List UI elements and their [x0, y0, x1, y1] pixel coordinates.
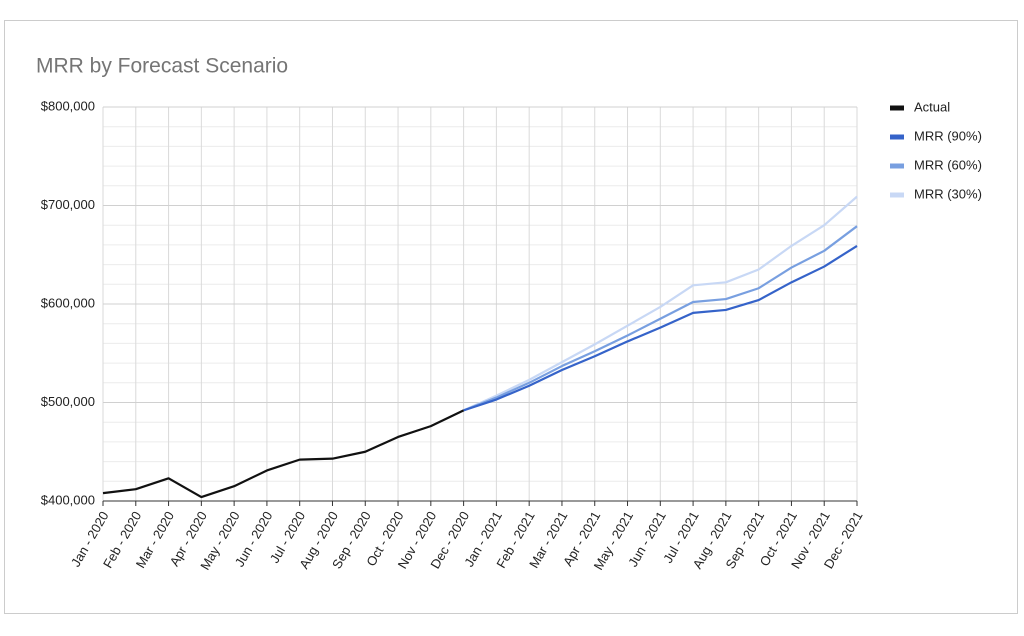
legend-label: MRR (90%) [914, 128, 982, 143]
series-line [463, 195, 858, 412]
y-tick-label: $600,000 [41, 295, 95, 310]
legend-swatch [890, 105, 904, 111]
y-tick-label: $800,000 [41, 98, 95, 113]
legend-label: MRR (60%) [914, 157, 982, 172]
legend-label: MRR (30%) [914, 186, 982, 201]
legend-label: Actual [914, 99, 950, 114]
y-tick-label: $700,000 [41, 197, 95, 212]
legend-swatch [890, 134, 904, 140]
chart-frame [4, 20, 1018, 614]
y-tick-label: $400,000 [41, 492, 95, 507]
legend-swatch [890, 192, 904, 198]
series-line [102, 409, 465, 499]
chart-title: MRR by Forecast Scenario [36, 55, 288, 78]
legend-swatch [890, 163, 904, 169]
series-line [463, 225, 858, 412]
series-line [463, 244, 858, 412]
y-tick-label: $500,000 [41, 394, 95, 409]
